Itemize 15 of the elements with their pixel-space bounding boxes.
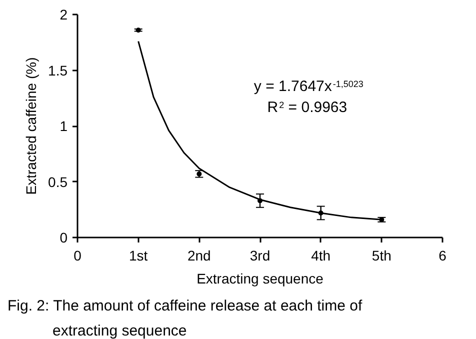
x-tick-label: 0 [74,248,82,264]
x-tick-label: 4th [311,248,331,264]
y-tick-label: 1 [60,118,68,134]
y-tick-label: 2 [60,6,68,22]
x-tick-label: 3rd [250,248,270,264]
caption: Fig. 2: The amount of caffeine release at each time of extracting sequence [8,298,363,339]
x-tick-label: 6 [438,248,447,264]
x-tick-label: 1st [128,248,148,264]
y-axis-title: Extracted caffeine (%) [23,57,40,195]
y-tick-label: 0 [60,230,68,246]
x-axis-title: Extracting sequence [196,270,324,286]
y-tick-label: 1.5 [48,62,68,78]
x-tick-label: 2nd [187,248,211,264]
y-tick-label: 0.5 [48,174,68,190]
x-tick-label: 5th [372,248,392,264]
